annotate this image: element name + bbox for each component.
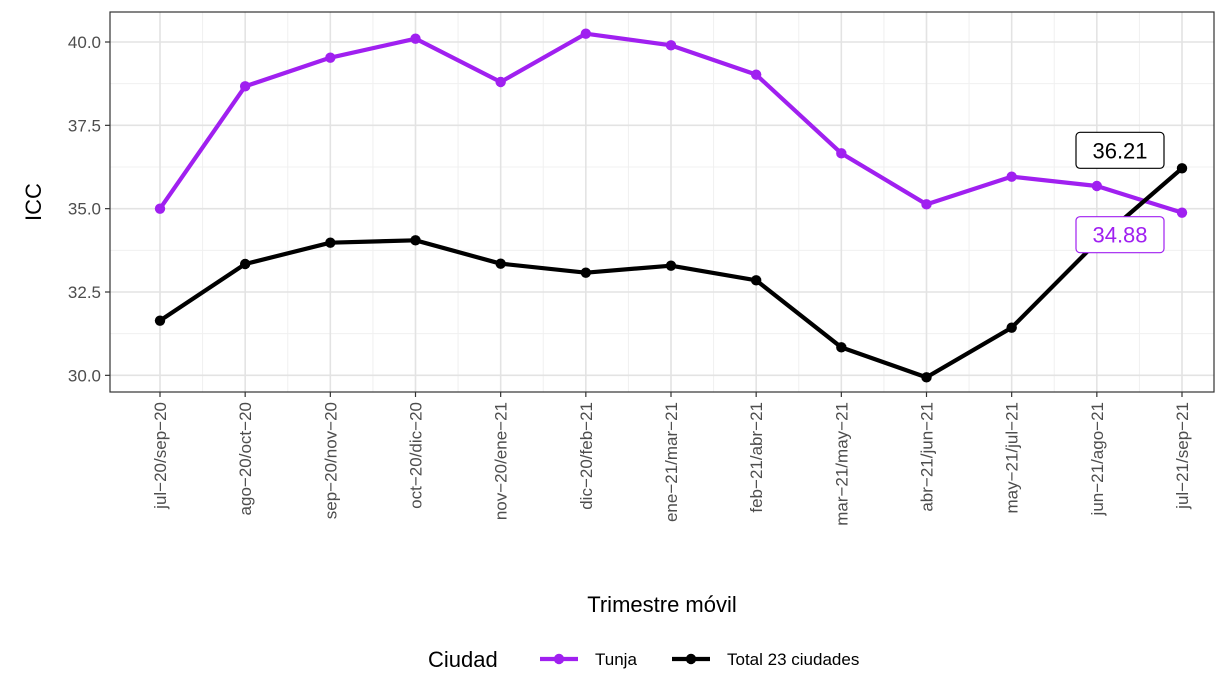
data-point	[410, 235, 421, 246]
y-tick-label: 32.5	[68, 283, 101, 302]
series-layer	[154, 28, 1188, 383]
data-point	[750, 69, 762, 80]
data-point	[836, 148, 847, 159]
x-tick-label: feb−21/abr−21	[747, 402, 766, 513]
y-tick-label: 30.0	[68, 366, 101, 385]
y-tick-label: 35.0	[68, 200, 101, 219]
legend: Ciudad Tunja Total 23 ciudades	[428, 647, 859, 672]
data-point	[1006, 322, 1017, 333]
legend-title: Ciudad	[428, 647, 498, 672]
data-point	[1006, 171, 1017, 182]
data-point	[580, 267, 592, 278]
legend-item-label: Tunja	[595, 650, 637, 669]
data-point	[1091, 180, 1103, 192]
y-axis-title: ICC	[21, 183, 46, 221]
data-point	[239, 258, 251, 270]
end-label-tunja-box	[1075, 216, 1165, 254]
x-tick-label: jul−21/sep−21	[1173, 402, 1192, 510]
legend-key-point	[685, 653, 697, 665]
x-tick-label: may−21/jul−21	[1003, 402, 1022, 514]
y-axis: 30.0 32.5 35.0 37.5 40.0	[68, 33, 110, 385]
legend-item-tunja: Tunja	[540, 650, 637, 669]
x-tick-label: nov−20/ene−21	[492, 402, 511, 520]
y-tick-label: 40.0	[68, 33, 101, 52]
data-point	[921, 199, 932, 210]
x-tick-label: oct−20/dic−20	[407, 402, 426, 509]
end-label-total: 36.21	[1075, 131, 1165, 169]
data-point	[410, 33, 421, 44]
legend-item-total-23-ciudades: Total 23 ciudades	[672, 650, 859, 669]
data-point	[750, 275, 762, 286]
data-point	[154, 203, 166, 214]
data-point	[665, 260, 677, 271]
end-labels: 36.21 34.88	[1075, 131, 1165, 254]
end-label-total-box	[1075, 131, 1165, 169]
data-point	[665, 40, 677, 51]
x-tick-label: sep−20/nov−20	[321, 402, 340, 519]
x-tick-label: ene−21/mar−21	[662, 402, 681, 522]
data-point	[836, 342, 847, 353]
major-gridlines	[110, 12, 1214, 392]
x-tick-label: mar−21/may−21	[832, 402, 851, 526]
data-point	[239, 81, 251, 92]
data-point	[1176, 163, 1188, 174]
data-point	[154, 315, 166, 326]
x-tick-label: jul−20/sep−20	[151, 402, 170, 510]
plot-panel-border	[109, 11, 1215, 393]
data-point	[325, 52, 336, 63]
x-axis-title: Trimestre móvil	[587, 592, 737, 617]
x-tick-label: abr−21/jun−21	[918, 402, 937, 512]
end-label-tunja-text: 34.88	[1092, 223, 1147, 248]
x-axis: jul−20/sep−20 ago−20/oct−20 sep−20/nov−20 o…	[151, 392, 1192, 526]
data-point	[921, 372, 932, 383]
y-tick-label: 37.5	[68, 116, 101, 135]
minor-gridlines	[110, 12, 1214, 392]
x-tick-label: jun−21/ago−21	[1088, 402, 1107, 516]
data-point	[495, 76, 506, 88]
legend-key-point	[553, 653, 565, 665]
data-point	[580, 28, 592, 39]
legend-item-label: Total 23 ciudades	[727, 650, 859, 669]
series-tunja	[154, 28, 1188, 218]
data-point	[1176, 207, 1188, 218]
data-point	[495, 258, 506, 269]
x-tick-label: ago−20/oct−20	[236, 402, 255, 515]
data-point	[325, 237, 336, 248]
x-tick-label: dic−20/feb−21	[577, 402, 596, 510]
end-label-tunja: 34.88	[1075, 216, 1165, 254]
end-label-total-text: 36.21	[1092, 138, 1147, 163]
